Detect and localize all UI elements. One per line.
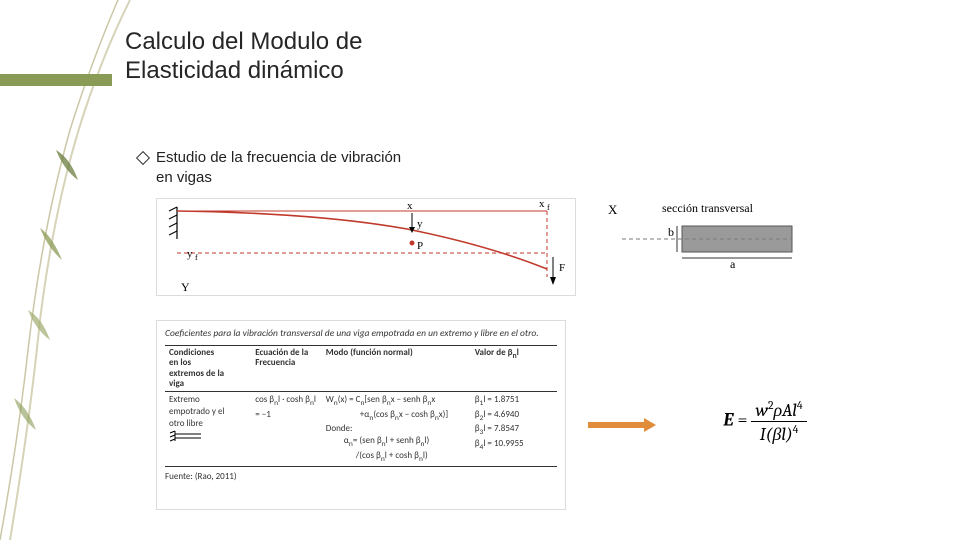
x-label: x (407, 200, 413, 212)
beam-diagram: x y P x f F y f Y (156, 198, 576, 296)
title-line-2: Elasticidad dinámico (125, 57, 362, 86)
svg-text:a: a (730, 257, 736, 271)
svg-text:sección transversal: sección transversal (662, 201, 754, 215)
arrow-icon (588, 418, 658, 432)
title-line-1: Calculo del Modulo de (125, 28, 362, 57)
cross-section-diagram: X sección transversal b a (602, 198, 802, 276)
clamp-icon (169, 429, 247, 443)
table-caption: Coeficientes para la vibración transvers… (165, 327, 557, 339)
svg-text:y: y (187, 248, 193, 260)
slide-title: Calculo del Modulo de Elasticidad dinámi… (125, 28, 362, 86)
coefficients-table: Coeficientes para la vibración transvers… (156, 320, 566, 510)
table-source: Fuente: (Rao, 2011) (165, 471, 557, 482)
x-axis-label: X (608, 202, 618, 217)
svg-text:F: F (559, 262, 565, 274)
svg-text:P: P (417, 240, 423, 252)
diamond-bullet-icon (136, 151, 150, 165)
bullet-text: Estudio de la frecuencia de vibración en… (156, 148, 416, 189)
svg-text:f: f (547, 203, 550, 212)
title-accent-bar (0, 74, 112, 86)
svg-text:Y: Y (181, 280, 190, 294)
svg-text:x: x (539, 199, 545, 210)
bullet-item: Estudio de la frecuencia de vibración en… (138, 148, 416, 189)
svg-text:b: b (668, 225, 674, 239)
svg-text:y: y (417, 218, 423, 230)
formula-dynamic-modulus: E = w2ρAl4 I(βl)4 (680, 398, 850, 445)
svg-text:f: f (195, 253, 198, 262)
